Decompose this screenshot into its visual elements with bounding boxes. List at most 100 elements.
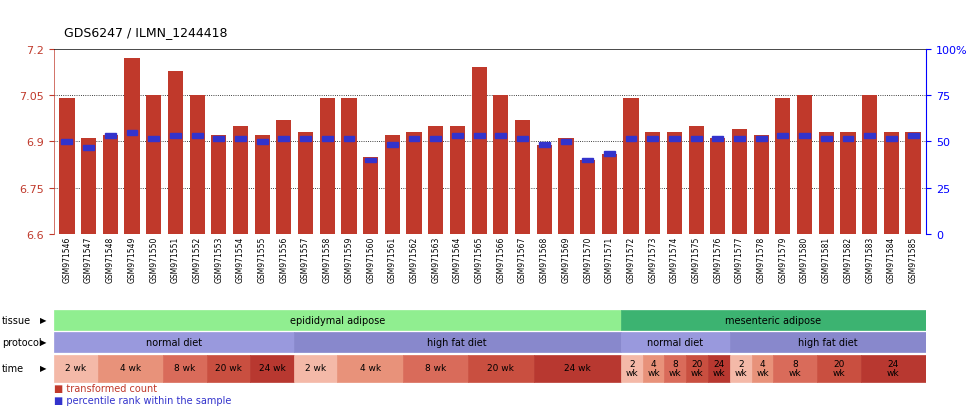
Bar: [821, 137, 832, 142]
Bar: [841, 133, 856, 235]
Bar: [645, 133, 661, 235]
Bar: [124, 59, 139, 235]
Bar: [862, 96, 877, 235]
Bar: [666, 133, 682, 235]
Text: 2
wk: 2 wk: [625, 359, 638, 377]
Text: 20 wk: 20 wk: [215, 363, 242, 373]
Bar: [54, 355, 98, 382]
Bar: [294, 332, 621, 352]
Bar: [797, 96, 812, 235]
Bar: [233, 127, 248, 235]
Bar: [189, 96, 205, 235]
Text: time: time: [2, 363, 24, 373]
Bar: [582, 158, 593, 163]
Bar: [860, 355, 926, 382]
Bar: [60, 99, 74, 235]
Bar: [756, 137, 766, 142]
Bar: [337, 355, 403, 382]
Bar: [907, 133, 918, 138]
Bar: [602, 154, 617, 235]
Bar: [83, 146, 94, 151]
Text: 8
wk: 8 wk: [789, 359, 802, 377]
Bar: [409, 137, 419, 142]
Bar: [886, 137, 897, 142]
Text: 24 wk: 24 wk: [259, 363, 285, 373]
Text: 24
wk: 24 wk: [887, 359, 900, 377]
Bar: [452, 133, 463, 138]
Bar: [621, 310, 926, 330]
Text: normal diet: normal diet: [647, 337, 704, 347]
Text: ▶: ▶: [39, 338, 46, 347]
Bar: [710, 139, 725, 235]
Bar: [294, 355, 337, 382]
Text: 2 wk: 2 wk: [305, 363, 326, 373]
Text: high fat diet: high fat diet: [798, 337, 858, 347]
Bar: [319, 99, 335, 235]
Text: ■ transformed count: ■ transformed count: [54, 383, 157, 393]
Bar: [817, 355, 860, 382]
Bar: [689, 127, 704, 235]
Text: 8 wk: 8 wk: [174, 363, 195, 373]
Bar: [686, 355, 708, 382]
Bar: [170, 133, 181, 138]
Bar: [777, 133, 788, 138]
Bar: [884, 133, 899, 235]
Bar: [214, 137, 224, 142]
Bar: [385, 136, 400, 235]
Bar: [517, 137, 528, 142]
Text: 24 wk: 24 wk: [564, 363, 591, 373]
Bar: [473, 133, 484, 138]
Bar: [580, 161, 595, 235]
Bar: [103, 136, 118, 235]
Bar: [732, 130, 747, 235]
Bar: [514, 121, 530, 235]
Bar: [450, 127, 465, 235]
Bar: [428, 127, 443, 235]
Bar: [712, 137, 723, 142]
Bar: [623, 99, 639, 235]
Text: 24
wk: 24 wk: [712, 359, 725, 377]
Bar: [105, 133, 116, 138]
Bar: [539, 143, 550, 148]
Bar: [664, 355, 686, 382]
Text: tissue: tissue: [2, 315, 31, 325]
Bar: [559, 139, 573, 235]
Text: ■ percentile rank within the sample: ■ percentile rank within the sample: [54, 396, 231, 406]
Bar: [708, 355, 730, 382]
Bar: [468, 355, 533, 382]
Text: 20
wk: 20 wk: [691, 359, 704, 377]
Text: epididymal adipose: epididymal adipose: [290, 315, 385, 325]
Bar: [773, 355, 817, 382]
Bar: [775, 99, 791, 235]
Bar: [669, 137, 680, 142]
Bar: [864, 133, 875, 138]
Bar: [54, 332, 294, 352]
Text: 20 wk: 20 wk: [487, 363, 514, 373]
Text: normal diet: normal diet: [146, 337, 202, 347]
Bar: [344, 137, 355, 142]
Bar: [493, 96, 509, 235]
Bar: [534, 355, 621, 382]
Bar: [276, 121, 291, 235]
Bar: [730, 355, 752, 382]
Text: 2 wk: 2 wk: [65, 363, 86, 373]
Bar: [298, 133, 314, 235]
Bar: [366, 158, 376, 163]
Bar: [403, 355, 468, 382]
Bar: [754, 136, 768, 235]
Bar: [257, 140, 268, 145]
Bar: [146, 96, 162, 235]
Bar: [561, 140, 571, 145]
Bar: [752, 355, 773, 382]
Bar: [278, 137, 289, 142]
Bar: [604, 152, 614, 157]
Bar: [906, 133, 920, 235]
Bar: [471, 68, 487, 235]
Bar: [407, 133, 421, 235]
Bar: [799, 133, 810, 138]
Bar: [98, 355, 163, 382]
Bar: [363, 157, 378, 235]
Text: 2
wk: 2 wk: [734, 359, 747, 377]
Bar: [255, 136, 270, 235]
Bar: [818, 133, 834, 235]
